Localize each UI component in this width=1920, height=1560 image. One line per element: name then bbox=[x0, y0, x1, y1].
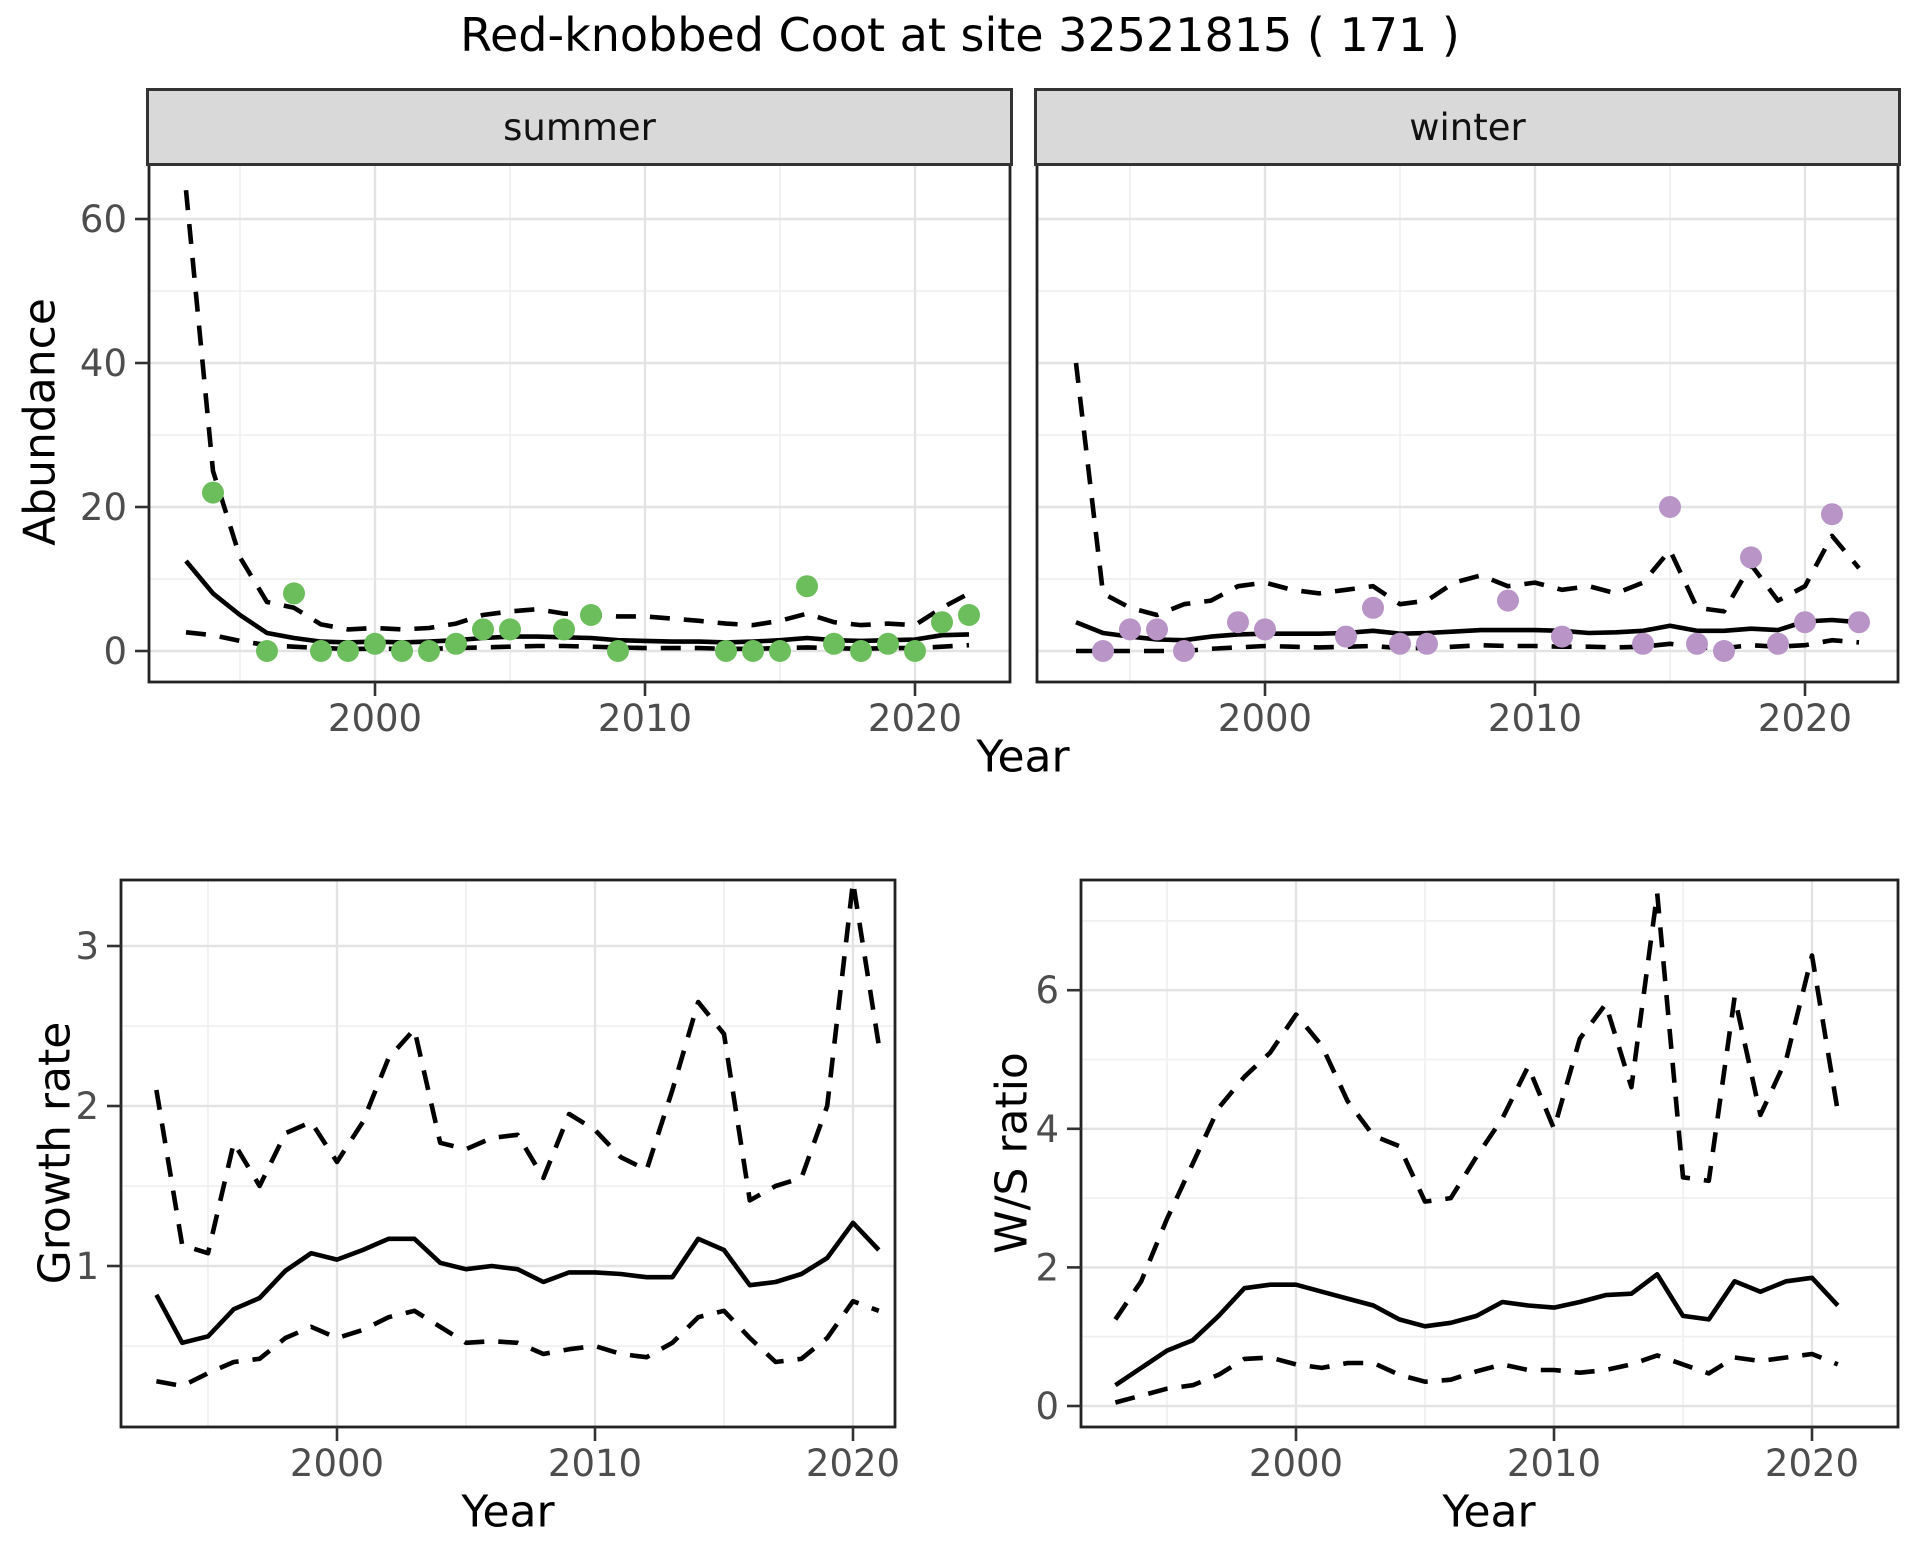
x-tick-label: 2000 bbox=[290, 1442, 384, 1485]
x-axis-label-year-ws: Year bbox=[1442, 1486, 1536, 1538]
x-tick-label: 2010 bbox=[548, 1442, 642, 1485]
data-point-winter bbox=[1335, 625, 1357, 648]
series-upper_ci-winter bbox=[1073, 362, 1861, 618]
y-axis-label-growth-rate: Growth rate bbox=[29, 1021, 81, 1285]
data-point-summer bbox=[553, 618, 575, 641]
data-point-summer bbox=[931, 611, 953, 634]
data-point-summer bbox=[958, 604, 980, 626]
facet-strip-winter: winter bbox=[1034, 88, 1901, 166]
facet-strip-summer: summer bbox=[146, 88, 1013, 166]
data-point-summer bbox=[742, 640, 764, 662]
data-point-winter bbox=[1362, 596, 1384, 619]
series-mean-ws bbox=[1114, 1272, 1840, 1388]
y-axis-label-ws-ratio: W/S ratio bbox=[986, 1052, 1038, 1254]
data-point-summer bbox=[364, 632, 386, 655]
data-point-winter bbox=[1632, 632, 1654, 655]
x-axis-label-year-top: Year bbox=[976, 731, 1070, 783]
facet-strip-winter-label: winter bbox=[1409, 105, 1526, 149]
series-mean-growth bbox=[154, 1220, 881, 1346]
data-point-summer bbox=[202, 481, 224, 504]
data-point-winter bbox=[1092, 640, 1114, 662]
panel-border-winter bbox=[1035, 161, 1900, 684]
x-tick-label: 2020 bbox=[1765, 1442, 1859, 1485]
series-upper_ci-summer bbox=[183, 189, 971, 632]
x-tick-label: 2020 bbox=[868, 697, 962, 740]
data-point-winter bbox=[1389, 632, 1411, 655]
y-axis-label-abundance: Abundance bbox=[14, 298, 66, 546]
data-point-winter bbox=[1227, 611, 1249, 634]
data-point-winter bbox=[1146, 618, 1168, 641]
data-point-summer bbox=[283, 582, 305, 605]
y-tick-label: 6 bbox=[1035, 969, 1059, 1012]
x-tick-label: 2000 bbox=[1218, 697, 1312, 740]
x-tick-label: 2010 bbox=[1507, 1442, 1601, 1485]
x-tick-label: 2000 bbox=[1249, 1442, 1343, 1485]
data-point-winter bbox=[1848, 611, 1870, 634]
panel-border-ws bbox=[1079, 878, 1900, 1429]
data-point-winter bbox=[1821, 503, 1843, 526]
data-point-summer bbox=[580, 604, 602, 626]
data-point-summer bbox=[823, 632, 845, 655]
x-tick-label: 2010 bbox=[598, 697, 692, 740]
y-tick-label: 2 bbox=[75, 1085, 99, 1128]
y-tick-label: 1 bbox=[75, 1245, 99, 1288]
data-point-winter bbox=[1713, 640, 1735, 662]
series-mean-winter bbox=[1075, 617, 1860, 643]
series-upper_ci-growth bbox=[154, 879, 882, 1256]
data-point-summer bbox=[877, 632, 899, 655]
data-point-winter bbox=[1659, 496, 1681, 518]
data-point-summer bbox=[796, 575, 818, 598]
series-mean-summer bbox=[184, 559, 970, 645]
series-upper_ci-ws bbox=[1113, 890, 1841, 1321]
data-point-summer bbox=[850, 640, 872, 662]
data-point-winter bbox=[1254, 618, 1276, 641]
data-point-summer bbox=[715, 640, 737, 662]
panel-border-summer bbox=[147, 161, 1012, 684]
data-point-winter bbox=[1767, 632, 1789, 655]
facet-strip-summer-label: summer bbox=[503, 105, 656, 149]
data-point-winter bbox=[1740, 546, 1762, 569]
data-point-winter bbox=[1794, 611, 1816, 634]
x-tick-label: 2000 bbox=[328, 697, 422, 740]
data-point-summer bbox=[472, 618, 494, 641]
data-point-summer bbox=[607, 640, 629, 662]
x-axis-label-year-growth: Year bbox=[461, 1486, 555, 1538]
y-tick-label: 3 bbox=[75, 925, 99, 968]
data-point-summer bbox=[391, 640, 413, 662]
data-point-winter bbox=[1686, 632, 1708, 655]
data-point-summer bbox=[418, 640, 440, 662]
series-lower_ci-growth bbox=[155, 1298, 880, 1389]
y-tick-label: 0 bbox=[103, 630, 127, 673]
chart-title: Red-knobbed Coot at site 32521815 ( 171 … bbox=[460, 8, 1460, 62]
y-tick-label: 40 bbox=[80, 342, 127, 385]
data-point-winter bbox=[1551, 625, 1573, 648]
data-point-winter bbox=[1173, 640, 1195, 662]
x-tick-label: 2010 bbox=[1488, 697, 1582, 740]
series-lower_ci-ws bbox=[1114, 1351, 1839, 1405]
panel-border-growth bbox=[119, 878, 897, 1429]
y-tick-label: 4 bbox=[1035, 1108, 1059, 1151]
x-tick-label: 2020 bbox=[806, 1442, 900, 1485]
data-point-summer bbox=[904, 640, 926, 662]
data-point-summer bbox=[310, 640, 332, 662]
y-tick-label: 2 bbox=[1035, 1246, 1059, 1289]
data-point-winter bbox=[1119, 618, 1141, 641]
data-point-summer bbox=[256, 640, 278, 662]
y-tick-label: 0 bbox=[1035, 1385, 1059, 1428]
data-point-summer bbox=[337, 640, 359, 662]
data-point-winter bbox=[1416, 632, 1438, 655]
data-point-summer bbox=[769, 640, 791, 662]
y-tick-label: 60 bbox=[80, 198, 127, 241]
data-point-winter bbox=[1497, 589, 1519, 612]
x-tick-label: 2020 bbox=[1758, 697, 1852, 740]
data-point-summer bbox=[445, 632, 467, 655]
data-point-summer bbox=[499, 618, 521, 641]
y-tick-label: 20 bbox=[80, 486, 127, 529]
